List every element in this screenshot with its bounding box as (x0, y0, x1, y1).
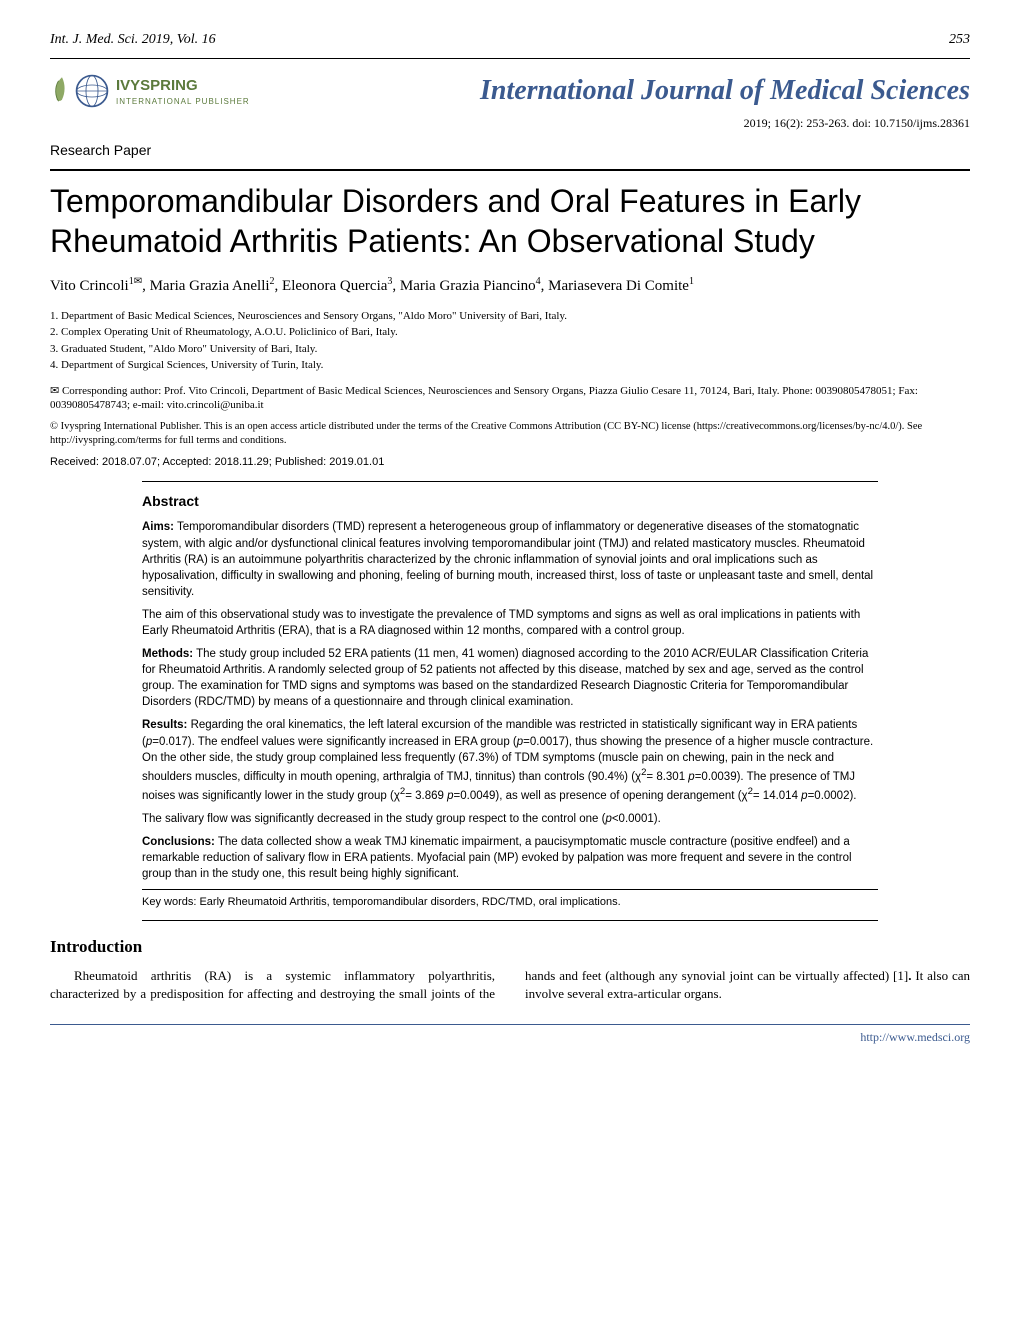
journal-ref: Int. J. Med. Sci. 2019, Vol. 16 (50, 30, 216, 50)
globe-icon (74, 70, 110, 112)
affiliation: 4. Department of Surgical Sciences, Univ… (50, 358, 970, 373)
publisher-text: IVYSPRING INTERNATIONAL PUBLISHER (116, 75, 250, 107)
affiliations: 1. Department of Basic Medical Sciences,… (50, 309, 970, 374)
publisher-name: IVYSPRING (116, 75, 250, 96)
publisher-logo-icon (50, 71, 110, 111)
leaf-icon (50, 73, 74, 109)
article-title: Temporomandibular Disorders and Oral Fea… (50, 181, 970, 261)
abstract-para: Methods: The study group included 52 ERA… (142, 646, 878, 710)
abstract-para: The salivary flow was significantly decr… (142, 811, 878, 827)
abstract-para: Results: Regarding the oral kinematics, … (142, 717, 878, 803)
journal-meta: 2019; 16(2): 253-263. doi: 10.7150/ijms.… (50, 115, 970, 132)
intro-para: Rheumatoid arthritis (RA) is a systemic … (50, 967, 970, 1003)
introduction-body: Rheumatoid arthritis (RA) is a systemic … (50, 967, 970, 1003)
affiliation: 2. Complex Operating Unit of Rheumatolog… (50, 325, 970, 340)
abstract-box: Abstract Aims: Temporomandibular disorde… (142, 481, 878, 922)
abstract-heading: Abstract (142, 492, 878, 512)
page-number: 253 (949, 30, 970, 50)
publisher-sub: INTERNATIONAL PUBLISHER (116, 96, 250, 107)
license-statement: © Ivyspring International Publisher. Thi… (50, 420, 970, 447)
abstract-para: The aim of this observational study was … (142, 607, 878, 639)
authors: Vito Crincoli1✉, Maria Grazia Anelli2, E… (50, 275, 970, 297)
affiliation: 3. Graduated Student, "Aldo Moro" Univer… (50, 342, 970, 357)
header-divider (50, 58, 970, 59)
article-dates: Received: 2018.07.07; Accepted: 2018.11.… (50, 455, 970, 470)
running-header: Int. J. Med. Sci. 2019, Vol. 16 253 (50, 30, 970, 50)
footer-divider (50, 1024, 970, 1025)
corresponding-author: ✉ Corresponding author: Prof. Vito Crinc… (50, 384, 970, 413)
logo-title-row: IVYSPRING INTERNATIONAL PUBLISHER Intern… (50, 71, 970, 111)
footer-url: http://www.medsci.org (50, 1029, 970, 1046)
abstract-content: Aims: Temporomandibular disorders (TMD) … (142, 519, 878, 882)
abstract-para: Aims: Temporomandibular disorders (TMD) … (142, 519, 878, 599)
title-divider (50, 169, 970, 171)
abstract-para: Conclusions: The data collected show a w… (142, 834, 878, 882)
keywords: Key words: Early Rheumatoid Arthritis, t… (142, 889, 878, 910)
paper-type: Research Paper (50, 141, 970, 161)
journal-title: International Journal of Medical Science… (480, 71, 970, 110)
section-heading-introduction: Introduction (50, 935, 970, 959)
publisher-logo-block: IVYSPRING INTERNATIONAL PUBLISHER (50, 71, 250, 111)
affiliation: 1. Department of Basic Medical Sciences,… (50, 309, 970, 324)
